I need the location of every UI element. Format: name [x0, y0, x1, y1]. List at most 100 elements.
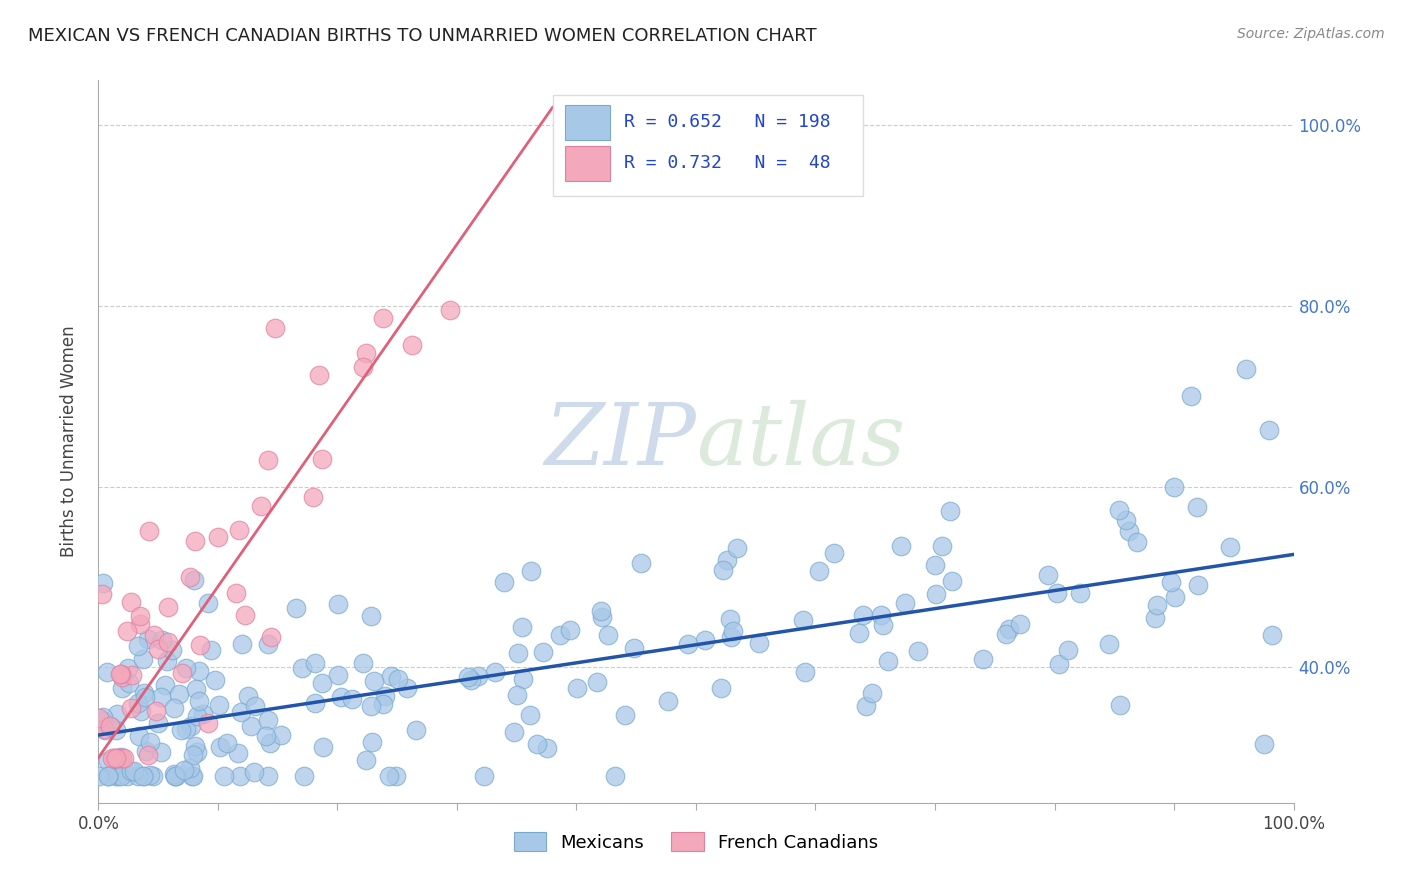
Point	[208, 698, 231, 712]
Point	[1108, 698, 1130, 712]
Point	[352, 656, 374, 670]
Point	[259, 736, 281, 750]
Point	[135, 744, 157, 758]
Point	[494, 574, 516, 589]
Point	[565, 681, 588, 695]
Point	[941, 574, 963, 588]
Point	[1146, 598, 1168, 612]
Point	[110, 750, 132, 764]
Point	[240, 719, 263, 733]
Point	[1118, 524, 1140, 539]
Point	[197, 715, 219, 730]
Point	[131, 769, 153, 783]
Point	[127, 696, 149, 710]
Point	[156, 635, 179, 649]
Point	[139, 767, 162, 781]
Point	[506, 688, 529, 702]
Point	[292, 769, 315, 783]
Point	[228, 524, 250, 538]
Point	[91, 575, 114, 590]
Point	[1257, 423, 1279, 437]
Point	[1180, 389, 1202, 403]
Point	[186, 708, 208, 723]
Point	[181, 769, 204, 783]
Point	[623, 641, 645, 656]
Point	[110, 750, 132, 764]
Point	[163, 767, 186, 781]
Point	[188, 665, 211, 679]
Point	[823, 546, 845, 560]
Point	[360, 698, 382, 713]
Point	[89, 711, 111, 725]
Point	[96, 665, 118, 680]
Point	[395, 681, 418, 696]
Point	[200, 643, 222, 657]
Point	[855, 699, 877, 714]
Point	[91, 587, 114, 601]
Point	[179, 569, 201, 583]
Point	[254, 729, 277, 743]
Point	[519, 564, 541, 578]
Point	[188, 638, 211, 652]
Point	[1219, 541, 1241, 555]
Text: MEXICAN VS FRENCH CANADIAN BIRTHS TO UNMARRIED WOMEN CORRELATION CHART: MEXICAN VS FRENCH CANADIAN BIRTHS TO UNM…	[28, 27, 817, 45]
Point	[531, 645, 554, 659]
Point	[352, 359, 374, 374]
Point	[148, 716, 170, 731]
Point	[91, 710, 114, 724]
Point	[371, 697, 394, 711]
Point	[138, 524, 160, 538]
Point	[98, 719, 121, 733]
Point	[242, 764, 264, 779]
Point	[117, 769, 139, 783]
Point	[120, 595, 142, 609]
Point	[1098, 638, 1121, 652]
Point	[100, 750, 122, 764]
Point	[150, 633, 173, 648]
Point	[1108, 503, 1130, 517]
Point	[387, 672, 409, 686]
Point	[657, 694, 679, 708]
Point	[792, 614, 814, 628]
Point	[630, 556, 652, 570]
FancyBboxPatch shape	[565, 146, 610, 181]
Point	[848, 626, 870, 640]
Point	[457, 670, 479, 684]
Point	[231, 637, 253, 651]
Point	[134, 769, 156, 783]
Point	[510, 620, 533, 634]
Point	[860, 686, 883, 700]
Point	[693, 633, 716, 648]
Point	[136, 632, 159, 647]
Point	[149, 690, 172, 704]
Point	[103, 750, 125, 764]
Point	[183, 573, 205, 587]
Point	[156, 654, 179, 668]
Point	[184, 533, 207, 548]
Point	[1163, 480, 1185, 494]
Point	[302, 490, 325, 504]
Point	[467, 668, 489, 682]
Point	[925, 586, 948, 600]
Point	[94, 723, 117, 737]
Point	[212, 769, 235, 783]
Point	[117, 661, 139, 675]
Point	[354, 346, 377, 360]
Point	[312, 740, 335, 755]
Text: atlas: atlas	[696, 401, 905, 483]
Point	[711, 563, 734, 577]
Point	[142, 769, 165, 783]
Point	[613, 708, 636, 723]
Point	[105, 723, 128, 737]
Point	[591, 610, 613, 624]
Point	[110, 769, 132, 783]
Point	[354, 754, 377, 768]
Point	[1143, 610, 1166, 624]
Point	[876, 654, 898, 668]
Point	[163, 769, 186, 783]
Point	[360, 735, 382, 749]
Point	[260, 630, 283, 644]
Point	[127, 769, 149, 783]
Y-axis label: Births to Unmarried Women: Births to Unmarried Women	[59, 326, 77, 558]
Point	[256, 769, 278, 783]
